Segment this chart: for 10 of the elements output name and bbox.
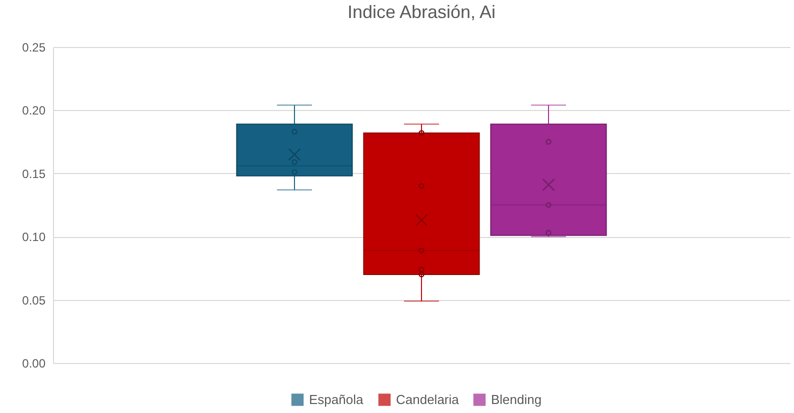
y-tick-label: 0.15 xyxy=(22,166,46,181)
legend-label: Blending xyxy=(491,392,542,407)
y-tick-label: 0.25 xyxy=(22,40,46,54)
y-tick-label: 0.05 xyxy=(22,293,46,308)
y-tick-label: 0.00 xyxy=(22,356,46,370)
legend-label: Española xyxy=(309,392,364,407)
y-tick-label: 0.20 xyxy=(22,104,46,118)
chart-title: Indice Abrasión, Ai xyxy=(347,2,496,22)
legend-label: Candelaria xyxy=(396,392,460,407)
y-tick-label: 0.10 xyxy=(22,230,46,244)
